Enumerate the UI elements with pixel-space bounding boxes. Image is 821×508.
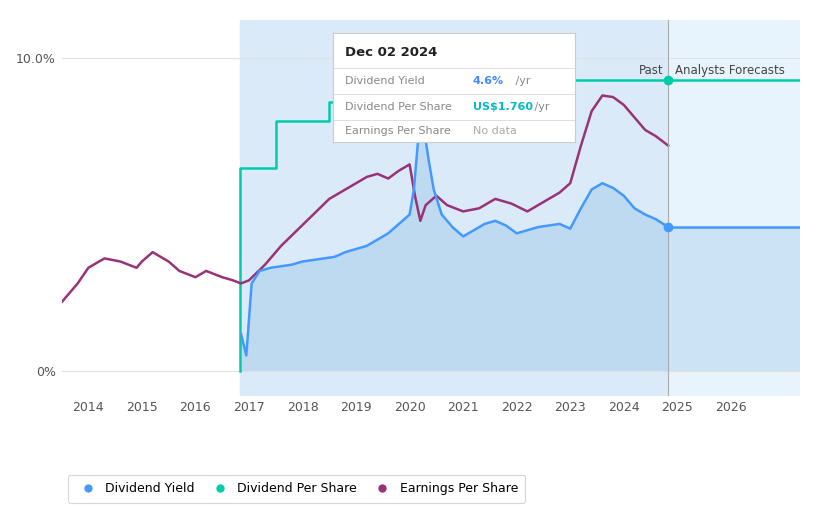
Polygon shape xyxy=(241,114,668,371)
Text: /yr: /yr xyxy=(511,76,530,86)
Text: Earnings Per Share: Earnings Per Share xyxy=(345,126,451,136)
Text: Analysts Forecasts: Analysts Forecasts xyxy=(675,64,785,77)
Text: Dividend Yield: Dividend Yield xyxy=(345,76,424,86)
Text: Dec 02 2024: Dec 02 2024 xyxy=(345,46,437,59)
Polygon shape xyxy=(668,227,800,371)
Bar xyxy=(668,20,800,396)
Legend: Dividend Yield, Dividend Per Share, Earnings Per Share: Dividend Yield, Dividend Per Share, Earn… xyxy=(68,475,525,503)
Text: Dividend Per Share: Dividend Per Share xyxy=(345,102,452,112)
Text: /yr: /yr xyxy=(531,102,549,112)
Text: No data: No data xyxy=(473,126,517,136)
Text: 4.6%: 4.6% xyxy=(473,76,504,86)
Text: US$1.760: US$1.760 xyxy=(473,102,533,112)
Text: Past: Past xyxy=(640,64,664,77)
Bar xyxy=(240,20,668,396)
